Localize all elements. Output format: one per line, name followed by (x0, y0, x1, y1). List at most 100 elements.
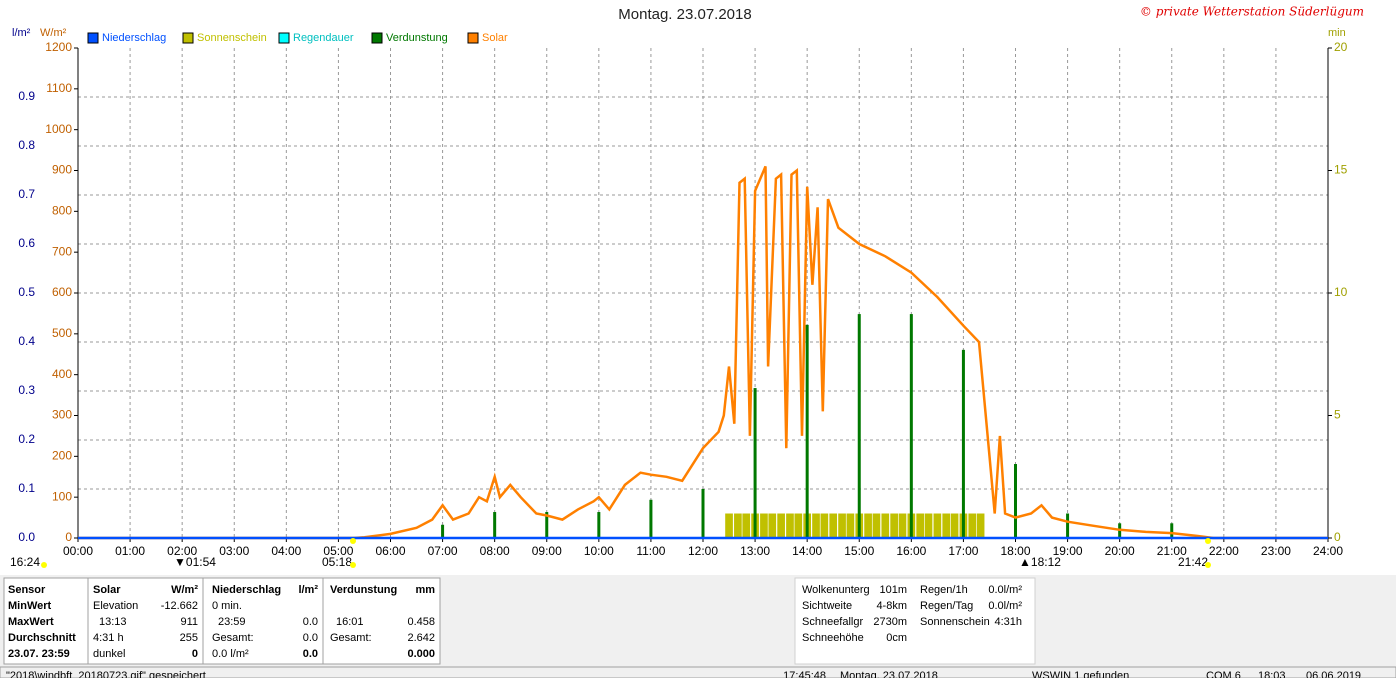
annotation: 05:18 (322, 555, 352, 569)
y2-tick-label: 1000 (45, 122, 72, 136)
table-cell: 13:13 (99, 616, 127, 628)
table-cell: 0.0 (303, 632, 318, 644)
table-cell: dunkel (93, 648, 125, 660)
side-box (794, 577, 1036, 665)
y-tick-label: 0.9 (18, 89, 35, 103)
y2-tick-label: 200 (52, 449, 72, 463)
bar (701, 489, 705, 538)
bar (1170, 523, 1174, 538)
bar (1066, 513, 1070, 538)
side-value: 101m (879, 584, 907, 596)
status-bar (0, 666, 1396, 679)
y-tick-label: 0.3 (18, 383, 35, 397)
sun-marker (41, 562, 47, 568)
legend-label: Verdunstung (386, 32, 448, 44)
table-cell: 255 (180, 632, 198, 644)
side-label: Regen/1h (920, 584, 968, 596)
legend-swatch (87, 32, 99, 44)
x-tick-label: 11:00 (636, 544, 665, 558)
table-cell: 16:01 (336, 616, 364, 628)
x-tick-label: 00:00 (63, 544, 93, 558)
table-cell: 0.0 (303, 616, 318, 628)
x-tick-label: 14:00 (792, 544, 822, 558)
table-cell: 4:31 h (93, 632, 124, 644)
y2-tick-label: 0 (65, 530, 72, 544)
bar (898, 513, 907, 538)
table-box (3, 577, 441, 665)
side-value: 0.0l/m² (988, 600, 1022, 612)
bar (933, 513, 942, 538)
table-cell: 0.0 (303, 648, 318, 660)
table-cell: 0.458 (407, 616, 435, 628)
status-text: "2018\windbft_20180723.gif" gespeichert (6, 670, 206, 678)
y-tick-label: 0.5 (18, 285, 35, 299)
side-value: 0cm (886, 632, 907, 644)
bar (760, 513, 768, 538)
bar (794, 513, 803, 538)
x-tick-label: 19:00 (1053, 544, 1083, 558)
bar (968, 513, 977, 538)
bar (864, 513, 872, 538)
y-tick-label: 0.6 (18, 236, 35, 250)
table-cell: MaxWert (8, 616, 54, 628)
x-tick-label: 10:00 (584, 544, 614, 558)
legend-label: Sonnenschein (197, 32, 267, 44)
x-tick-label: 22:00 (1209, 544, 1239, 558)
side-label: Schneehöhe (802, 632, 864, 644)
y2-tick-label: 800 (52, 204, 72, 218)
bar (768, 513, 777, 538)
y2-tick-label: 500 (52, 326, 72, 340)
table-cell: Gesamt: (330, 632, 372, 644)
x-tick-label: 02:00 (167, 544, 197, 558)
sun-marker (1205, 538, 1211, 544)
side-label: Sonnenschein (920, 616, 990, 628)
chart-title: Montag. 23.07.2018 (618, 6, 751, 23)
bar (805, 324, 809, 538)
bar (820, 513, 829, 538)
bar (961, 349, 965, 538)
y-tick-label: 0.8 (18, 138, 35, 152)
annotation: 21:42 (1178, 555, 1208, 569)
table-cell: mm (415, 584, 435, 596)
bar (742, 513, 751, 538)
bar (812, 513, 820, 538)
x-tick-label: 16:00 (896, 544, 926, 558)
side-value: 4-8km (876, 600, 907, 612)
status-text: 17:45:48 (783, 670, 826, 678)
bar (734, 513, 742, 538)
annotation: ▼01:54 (174, 555, 216, 569)
y2-tick-label: 400 (52, 367, 72, 381)
table-cell: Sensor (8, 584, 46, 596)
bar (916, 513, 925, 538)
bar (909, 314, 913, 538)
y3-tick-label: 0 (1334, 530, 1341, 544)
y-tick-label: 0.7 (18, 187, 35, 201)
bar (597, 512, 601, 538)
y2-tick-label: 1200 (45, 40, 72, 54)
chart-background (0, 0, 1396, 575)
table-cell: Durchschnitt (8, 632, 76, 644)
x-tick-label: 20:00 (1105, 544, 1135, 558)
y-tick-label: 0.2 (18, 432, 35, 446)
table-cell: 23.07. 23:59 (8, 648, 70, 660)
y-tick-label: 0.1 (18, 481, 35, 495)
side-label: Sichtweite (802, 600, 852, 612)
status-text: COM 6 (1206, 670, 1241, 678)
legend-label: Solar (482, 32, 508, 44)
sun-marker (350, 562, 356, 568)
x-tick-label: 24:00 (1313, 544, 1343, 558)
y-tick-label: 0.4 (18, 334, 35, 348)
x-tick-label: 15:00 (844, 544, 874, 558)
x-tick-label: 01:00 (115, 544, 145, 558)
side-label: Schneefallgr (802, 616, 863, 628)
x-tick-label: 12:00 (688, 544, 718, 558)
table-cell: 23:59 (218, 616, 246, 628)
side-value: 4:31h (994, 616, 1022, 628)
table-cell: Solar (93, 584, 121, 596)
status-text: 06.06.2019 (1306, 670, 1361, 678)
table-cell: 2.642 (407, 632, 435, 644)
legend-swatch (467, 32, 479, 44)
bar (857, 314, 861, 538)
table-cell: 0 (192, 648, 198, 660)
x-tick-label: 05:00 (323, 544, 353, 558)
